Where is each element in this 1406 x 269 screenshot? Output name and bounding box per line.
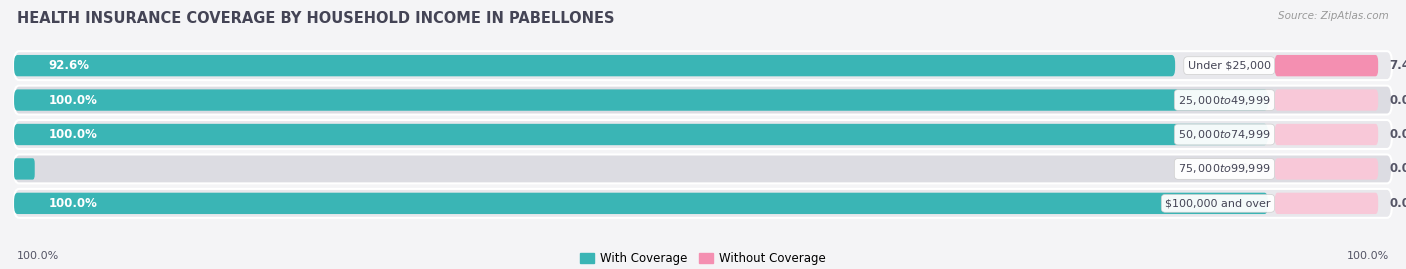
Text: Source: ZipAtlas.com: Source: ZipAtlas.com [1278, 11, 1389, 21]
Text: $75,000 to $99,999: $75,000 to $99,999 [1178, 162, 1271, 175]
FancyBboxPatch shape [14, 193, 1268, 214]
FancyBboxPatch shape [1275, 89, 1378, 111]
FancyBboxPatch shape [14, 86, 1392, 115]
Text: $50,000 to $74,999: $50,000 to $74,999 [1178, 128, 1271, 141]
Text: HEALTH INSURANCE COVERAGE BY HOUSEHOLD INCOME IN PABELLONES: HEALTH INSURANCE COVERAGE BY HOUSEHOLD I… [17, 11, 614, 26]
Legend: With Coverage, Without Coverage: With Coverage, Without Coverage [575, 247, 831, 269]
FancyBboxPatch shape [14, 55, 1175, 76]
Text: 92.6%: 92.6% [48, 59, 90, 72]
FancyBboxPatch shape [14, 154, 1392, 183]
FancyBboxPatch shape [14, 189, 1392, 218]
Text: 0.0%: 0.0% [1389, 162, 1406, 175]
FancyBboxPatch shape [1275, 124, 1378, 145]
FancyBboxPatch shape [14, 124, 1268, 145]
FancyBboxPatch shape [14, 51, 1392, 80]
Text: 100.0%: 100.0% [48, 128, 97, 141]
FancyBboxPatch shape [1275, 55, 1378, 76]
Text: 0.0%: 0.0% [1389, 197, 1406, 210]
Text: $25,000 to $49,999: $25,000 to $49,999 [1178, 94, 1271, 107]
Text: 100.0%: 100.0% [17, 251, 59, 261]
Text: 0.0%: 0.0% [1389, 128, 1406, 141]
FancyBboxPatch shape [1275, 193, 1378, 214]
Text: 100.0%: 100.0% [48, 197, 97, 210]
Text: 0.0%: 0.0% [1389, 94, 1406, 107]
Text: 100.0%: 100.0% [1347, 251, 1389, 261]
FancyBboxPatch shape [1275, 158, 1378, 180]
Text: 0.0%: 0.0% [1229, 162, 1261, 175]
FancyBboxPatch shape [14, 89, 1268, 111]
Text: Under $25,000: Under $25,000 [1188, 61, 1271, 71]
Text: 100.0%: 100.0% [48, 94, 97, 107]
Text: 7.4%: 7.4% [1389, 59, 1406, 72]
Text: $100,000 and over: $100,000 and over [1166, 198, 1271, 208]
FancyBboxPatch shape [14, 158, 35, 180]
FancyBboxPatch shape [14, 120, 1392, 149]
